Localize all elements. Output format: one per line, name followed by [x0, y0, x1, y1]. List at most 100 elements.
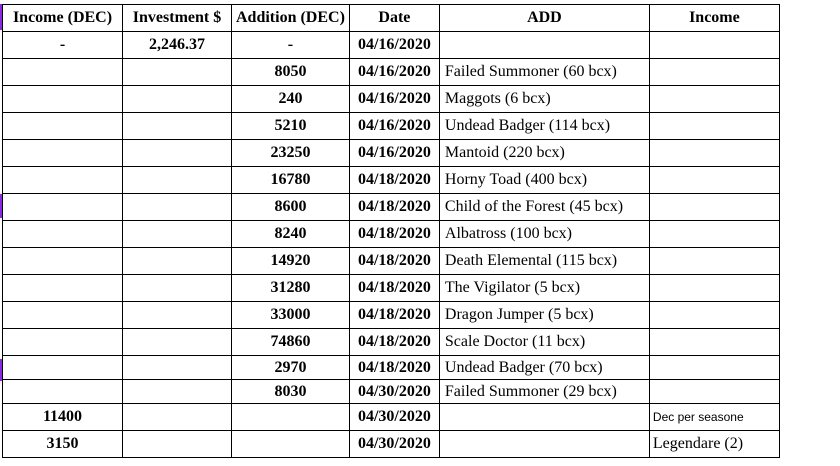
- cell-income2[interactable]: Dec per seasone: [648, 403, 780, 431]
- cell-date[interactable]: 04/30/2020: [348, 430, 440, 458]
- header-addition-dec[interactable]: Addition (DEC): [231, 4, 350, 32]
- cell-income2[interactable]: [648, 193, 780, 221]
- cell-addition[interactable]: 240: [231, 85, 350, 113]
- cell-addition[interactable]: 8050: [231, 58, 350, 86]
- cell-investment[interactable]: [122, 247, 232, 275]
- cell-income[interactable]: [2, 247, 123, 275]
- cell-date[interactable]: 04/18/2020: [348, 301, 440, 329]
- cell-income[interactable]: 3150: [2, 430, 123, 458]
- cell-investment[interactable]: [122, 85, 232, 113]
- cell-date[interactable]: 04/16/2020: [348, 85, 440, 113]
- cell-date[interactable]: 04/18/2020: [348, 220, 440, 248]
- cell-addition[interactable]: [231, 430, 350, 458]
- cell-income2[interactable]: [648, 328, 780, 356]
- cell-addition[interactable]: 2970: [231, 355, 350, 380]
- cell-investment[interactable]: [122, 166, 232, 194]
- cell-investment[interactable]: [122, 328, 232, 356]
- cell-add[interactable]: Failed Summoner (29 bcx): [438, 379, 650, 404]
- cell-income[interactable]: [2, 328, 123, 356]
- cell-income[interactable]: [2, 166, 123, 194]
- cell-investment[interactable]: [122, 379, 232, 404]
- cell-add[interactable]: [438, 31, 650, 59]
- cell-investment[interactable]: [122, 139, 232, 167]
- cell-income2[interactable]: [648, 139, 780, 167]
- cell-income2[interactable]: [648, 274, 780, 302]
- cell-addition[interactable]: 8030: [231, 379, 350, 404]
- header-income-dec[interactable]: Income (DEC): [2, 4, 123, 32]
- cell-income2[interactable]: [648, 247, 780, 275]
- cell-add[interactable]: Horny Toad (400 bcx): [438, 166, 650, 194]
- header-add[interactable]: ADD: [438, 4, 650, 32]
- cell-addition[interactable]: 5210: [231, 112, 350, 140]
- cell-income2[interactable]: [648, 31, 780, 59]
- cell-date[interactable]: 04/18/2020: [348, 328, 440, 356]
- cell-investment[interactable]: [122, 112, 232, 140]
- cell-income[interactable]: [2, 355, 123, 380]
- cell-addition[interactable]: 8600: [231, 193, 350, 221]
- cell-add[interactable]: The Vigilator (5 bcx): [438, 274, 650, 302]
- cell-addition[interactable]: 14920: [231, 247, 350, 275]
- cell-addition[interactable]: -: [231, 31, 350, 59]
- cell-date[interactable]: 04/18/2020: [348, 247, 440, 275]
- cell-date[interactable]: 04/18/2020: [348, 274, 440, 302]
- cell-add[interactable]: Dragon Jumper (5 bcx): [438, 301, 650, 329]
- cell-addition[interactable]: 31280: [231, 274, 350, 302]
- cell-addition[interactable]: 23250: [231, 139, 350, 167]
- cell-add[interactable]: Undead Badger (114 bcx): [438, 112, 650, 140]
- cell-income2[interactable]: [648, 379, 780, 404]
- cell-add[interactable]: [438, 430, 650, 458]
- cell-income2[interactable]: [648, 355, 780, 380]
- cell-add[interactable]: Maggots (6 bcx): [438, 85, 650, 113]
- cell-income[interactable]: [2, 58, 123, 86]
- header-date[interactable]: Date: [348, 4, 440, 32]
- cell-income2[interactable]: [648, 85, 780, 113]
- cell-investment[interactable]: [122, 58, 232, 86]
- cell-investment[interactable]: [122, 355, 232, 380]
- cell-add[interactable]: Scale Doctor (11 bcx): [438, 328, 650, 356]
- cell-add[interactable]: [438, 403, 650, 431]
- header-investment[interactable]: Investment $: [122, 4, 232, 32]
- cell-income[interactable]: [2, 85, 123, 113]
- cell-date[interactable]: 04/16/2020: [348, 31, 440, 59]
- cell-income[interactable]: [2, 274, 123, 302]
- cell-addition[interactable]: 74860: [231, 328, 350, 356]
- cell-income2[interactable]: [648, 112, 780, 140]
- cell-income[interactable]: [2, 379, 123, 404]
- cell-add[interactable]: Albatross (100 bcx): [438, 220, 650, 248]
- cell-investment[interactable]: [122, 403, 232, 431]
- cell-income2[interactable]: [648, 220, 780, 248]
- cell-income[interactable]: [2, 220, 123, 248]
- cell-date[interactable]: 04/30/2020: [348, 403, 440, 431]
- cell-addition[interactable]: 8240: [231, 220, 350, 248]
- cell-addition[interactable]: 16780: [231, 166, 350, 194]
- cell-investment[interactable]: [122, 430, 232, 458]
- cell-date[interactable]: 04/16/2020: [348, 112, 440, 140]
- cell-investment[interactable]: [122, 220, 232, 248]
- cell-add[interactable]: Death Elemental (115 bcx): [438, 247, 650, 275]
- cell-date[interactable]: 04/18/2020: [348, 193, 440, 221]
- cell-income2[interactable]: [648, 301, 780, 329]
- cell-date[interactable]: 04/18/2020: [348, 166, 440, 194]
- cell-income[interactable]: [2, 301, 123, 329]
- header-income[interactable]: Income: [648, 4, 780, 32]
- cell-date[interactable]: 04/16/2020: [348, 139, 440, 167]
- cell-date[interactable]: 04/18/2020: [348, 355, 440, 380]
- cell-date[interactable]: 04/30/2020: [348, 379, 440, 404]
- cell-income[interactable]: [2, 139, 123, 167]
- cell-addition[interactable]: 33000: [231, 301, 350, 329]
- cell-income[interactable]: [2, 112, 123, 140]
- cell-add[interactable]: Failed Summoner (60 bcx): [438, 58, 650, 86]
- cell-investment[interactable]: [122, 274, 232, 302]
- cell-investment[interactable]: [122, 193, 232, 221]
- cell-income2[interactable]: Legendare (2): [648, 430, 780, 458]
- cell-income[interactable]: [2, 193, 123, 221]
- cell-income[interactable]: -: [2, 31, 123, 59]
- cell-investment[interactable]: 2,246.37: [122, 31, 232, 59]
- cell-addition[interactable]: [231, 403, 350, 431]
- cell-income2[interactable]: [648, 166, 780, 194]
- cell-income2[interactable]: [648, 58, 780, 86]
- cell-add[interactable]: Undead Badger (70 bcx): [438, 355, 650, 380]
- cell-investment[interactable]: [122, 301, 232, 329]
- cell-date[interactable]: 04/16/2020: [348, 58, 440, 86]
- cell-add[interactable]: Child of the Forest (45 bcx): [438, 193, 650, 221]
